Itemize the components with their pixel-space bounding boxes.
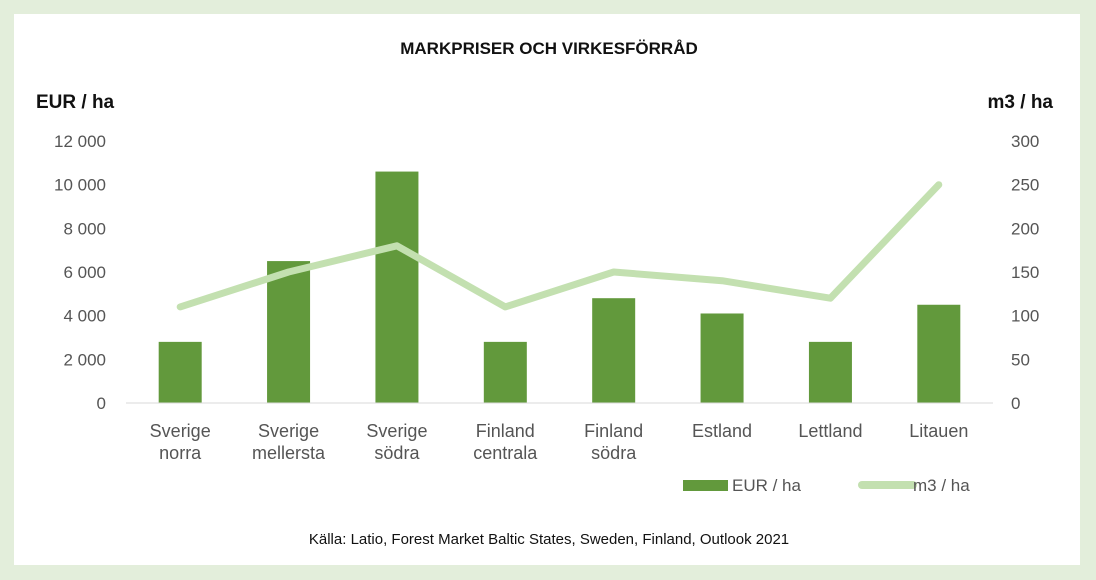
- y-left-tick-label: 0: [97, 394, 106, 413]
- x-category-label: Finland södra: [584, 421, 643, 463]
- y-right-tick-label: 150: [1011, 263, 1039, 282]
- y-left-tick-label: 12 000: [54, 132, 106, 151]
- y-right-tick-label: 300: [1011, 132, 1039, 151]
- bar: [592, 298, 636, 403]
- y-left-tick-labels: 0 2 000 4 000 6 000 8 000 10 000 12 000: [54, 132, 106, 413]
- x-category-labels: Sverige norra Sverige mellersta Sverige södra…: [150, 421, 969, 463]
- series-line: [176, 181, 943, 311]
- chart: MARKPRISER OCH VIRKESFÖRRÅD EUR / ha m3 …: [36, 39, 1054, 548]
- x-category-label: Estland: [692, 421, 752, 441]
- x-category-label: Finland centrala: [473, 421, 538, 463]
- bar: [700, 313, 744, 403]
- x-category-label: Sverige mellersta: [252, 421, 326, 463]
- line-point: [613, 271, 615, 273]
- x-category-label: Sverige södra: [366, 421, 427, 463]
- y-left-tick-label: 4 000: [63, 307, 106, 326]
- y-left-tick-label: 8 000: [63, 219, 106, 238]
- line-point: [721, 280, 723, 282]
- legend-swatch-bar: [683, 480, 728, 491]
- y-left-tick-label: 2 000: [63, 350, 106, 369]
- legend-label-bar: EUR / ha: [732, 476, 802, 495]
- chart-title: MARKPRISER OCH VIRKESFÖRRÅD: [400, 39, 698, 58]
- y-right-tick-label: 250: [1011, 176, 1039, 195]
- x-category-label: Sverige norra: [150, 421, 211, 463]
- line-point: [829, 297, 831, 299]
- x-category-label: Litauen: [909, 421, 968, 441]
- source-note: Källa: Latio, Forest Market Baltic State…: [309, 531, 789, 548]
- bar-series: [158, 171, 961, 403]
- y-left-tick-label: 6 000: [63, 263, 106, 282]
- legend: EUR / ha m3 / ha: [683, 476, 970, 495]
- bar: [158, 341, 202, 403]
- y-left-tick-label: 10 000: [54, 176, 106, 195]
- x-category-label: Lettland: [798, 421, 862, 441]
- line-point: [288, 271, 290, 273]
- bar: [375, 171, 419, 403]
- line-series: [176, 181, 943, 311]
- line-point: [396, 245, 398, 247]
- bar: [483, 341, 527, 403]
- y-right-tick-label: 0: [1011, 394, 1020, 413]
- y-right-tick-labels: 0 50 100 150 200 250 300: [1011, 132, 1039, 413]
- y-right-tick-label: 200: [1011, 219, 1039, 238]
- line-point: [504, 306, 506, 308]
- legend-label-line: m3 / ha: [913, 476, 970, 495]
- bar: [808, 341, 852, 403]
- chart-panel: MARKPRISER OCH VIRKESFÖRRÅD EUR / ha m3 …: [14, 14, 1080, 565]
- bar: [917, 304, 961, 403]
- y-left-axis-title: EUR / ha: [36, 92, 115, 113]
- line-point: [938, 184, 940, 186]
- line-point: [179, 306, 181, 308]
- y-right-tick-label: 50: [1011, 350, 1030, 369]
- bar: [267, 261, 311, 403]
- y-right-tick-label: 100: [1011, 307, 1039, 326]
- y-right-axis-title: m3 / ha: [988, 92, 1054, 113]
